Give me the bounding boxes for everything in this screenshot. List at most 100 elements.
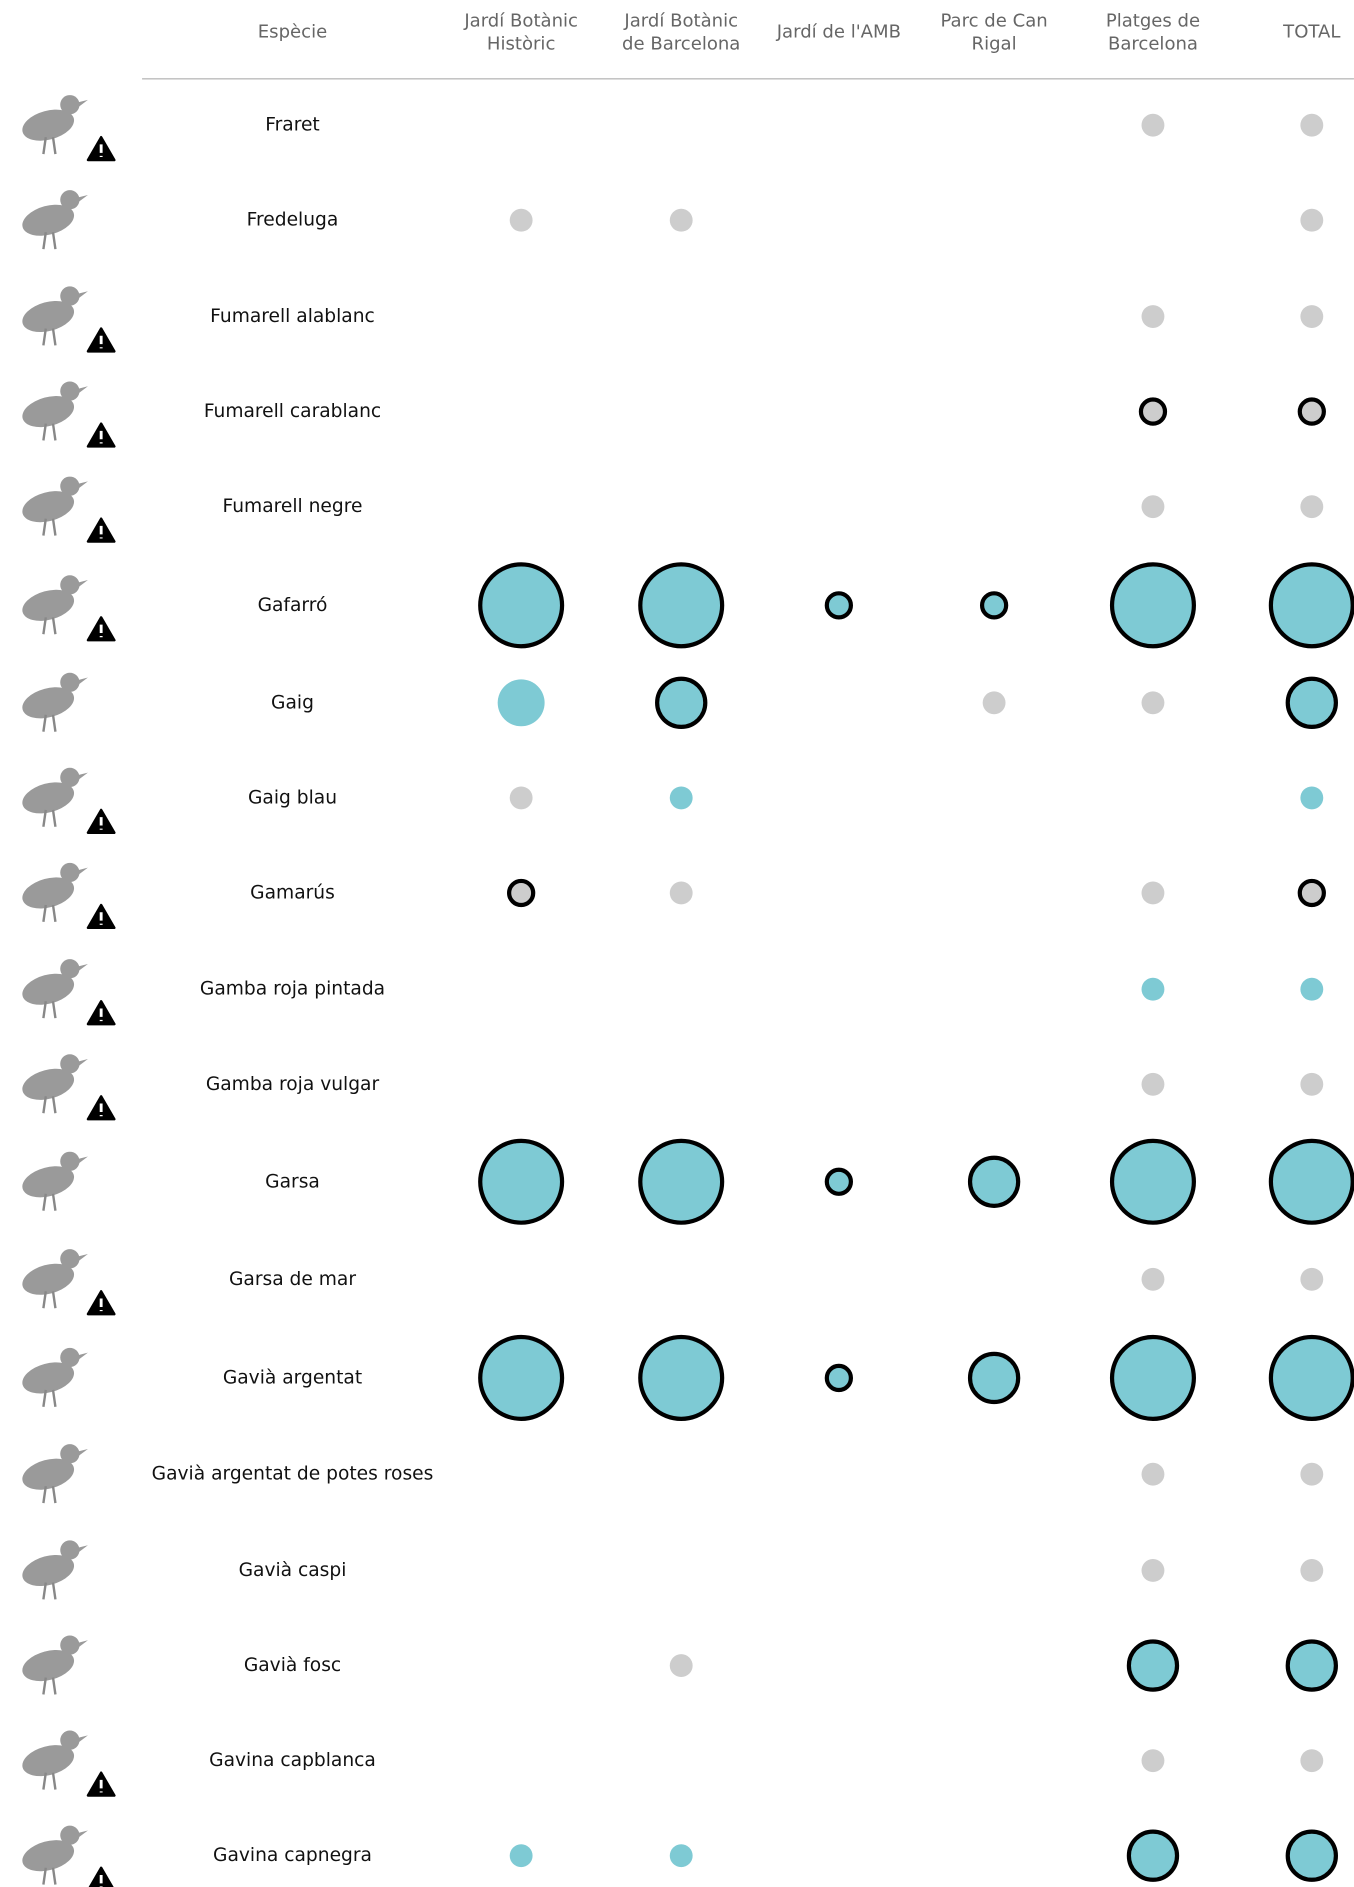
presence-dot bbox=[669, 786, 693, 810]
species-name: Garsa bbox=[265, 1171, 320, 1192]
warning-icon bbox=[86, 1095, 116, 1121]
bird-body bbox=[22, 204, 75, 236]
bird-body bbox=[22, 973, 75, 1005]
presence-dot bbox=[1300, 495, 1324, 519]
bird-beak bbox=[78, 1352, 88, 1360]
bird-head bbox=[60, 381, 80, 401]
warning-icon bbox=[86, 1771, 116, 1797]
presence-dot bbox=[669, 1844, 693, 1868]
presence-dot bbox=[967, 1155, 1021, 1208]
column-header: de Barcelona bbox=[622, 34, 740, 55]
bird-legs bbox=[42, 1096, 57, 1114]
warning-icon bbox=[86, 808, 116, 834]
bird-head bbox=[60, 1249, 80, 1269]
species-name: Gamba roja pintada bbox=[200, 979, 385, 1000]
bird-head bbox=[60, 1347, 80, 1368]
species-name: Fumarell carablanc bbox=[204, 401, 381, 422]
presence-dot bbox=[1141, 881, 1165, 905]
presence-dot bbox=[1268, 1334, 1354, 1421]
presence-dot bbox=[478, 1138, 565, 1225]
column-header: Parc de Can bbox=[940, 11, 1047, 32]
warning-icon bbox=[86, 903, 116, 930]
bird-image bbox=[22, 1635, 88, 1695]
presence-dot bbox=[638, 1334, 725, 1421]
presence-dot bbox=[1141, 305, 1165, 328]
bird-head bbox=[60, 1635, 80, 1655]
column-header: TOTAL bbox=[1282, 21, 1340, 42]
bird-body bbox=[22, 300, 75, 333]
bird-legs bbox=[42, 617, 57, 635]
presence-dot bbox=[509, 786, 533, 810]
bird-beak bbox=[78, 677, 88, 685]
presence-dot bbox=[478, 562, 565, 649]
column-header: Barcelona bbox=[1108, 34, 1198, 55]
warning-icon bbox=[86, 616, 116, 642]
presence-dot bbox=[1300, 1072, 1324, 1096]
bird-legs bbox=[42, 1582, 57, 1600]
bird-body bbox=[22, 1068, 75, 1100]
bird-legs bbox=[42, 137, 57, 155]
bird-beak bbox=[78, 772, 88, 780]
bird-beak bbox=[78, 386, 88, 394]
presence-dot bbox=[1300, 208, 1324, 232]
bird-head bbox=[60, 575, 80, 595]
presence-dot bbox=[967, 1351, 1021, 1405]
bird-body bbox=[22, 1554, 75, 1587]
presence-dot bbox=[1126, 1639, 1180, 1692]
bird-legs bbox=[42, 1772, 57, 1790]
presence-dot bbox=[1300, 1749, 1324, 1773]
presence-dot bbox=[1141, 1749, 1165, 1773]
bird-body bbox=[22, 396, 75, 428]
presence-dot bbox=[982, 691, 1006, 715]
warning-icon bbox=[86, 327, 116, 353]
bird-image bbox=[22, 959, 88, 1019]
column-header: Jardí Botànic bbox=[463, 11, 578, 32]
bird-beak bbox=[78, 1448, 88, 1457]
bird-head bbox=[60, 190, 80, 210]
bird-beak bbox=[78, 867, 88, 875]
bird-legs bbox=[42, 1677, 57, 1695]
bird-image bbox=[22, 1444, 88, 1504]
presence-dot bbox=[1109, 1138, 1196, 1225]
presence-dot bbox=[507, 878, 536, 908]
bird-legs bbox=[42, 1193, 57, 1211]
species-name: Gafarró bbox=[258, 595, 328, 616]
bird-body bbox=[22, 687, 75, 719]
bird-head bbox=[60, 476, 80, 496]
bird-legs bbox=[42, 518, 57, 536]
presence-dot bbox=[1297, 397, 1326, 426]
presence-dot bbox=[1141, 977, 1165, 1001]
bird-legs bbox=[42, 904, 57, 923]
bird-image bbox=[22, 1249, 88, 1309]
presence-dot bbox=[1300, 786, 1324, 810]
species-name: Gavià argentat bbox=[223, 1367, 362, 1388]
presence-dot bbox=[1300, 113, 1324, 137]
presence-dot bbox=[509, 1844, 533, 1868]
bird-beak bbox=[78, 1545, 88, 1553]
presence-dot bbox=[1300, 1267, 1324, 1291]
bird-legs bbox=[42, 232, 57, 250]
presence-dot bbox=[1300, 977, 1324, 1001]
warning-icon bbox=[88, 1866, 114, 1887]
bird-head bbox=[60, 767, 80, 788]
bird-body bbox=[22, 491, 75, 523]
bird-body bbox=[22, 877, 75, 909]
bird-image bbox=[22, 1151, 88, 1211]
bird-head bbox=[60, 1730, 80, 1750]
species-name: Gavià caspi bbox=[239, 1560, 347, 1581]
presence-dot bbox=[1268, 1138, 1354, 1225]
bird-image bbox=[22, 190, 88, 250]
bird-legs bbox=[42, 328, 57, 346]
species-name: Gamarús bbox=[250, 882, 335, 903]
bird-body bbox=[22, 1263, 75, 1295]
bird-body bbox=[22, 109, 75, 141]
presence-dot bbox=[638, 562, 725, 649]
bird-head bbox=[60, 1540, 80, 1560]
species-name: Fraret bbox=[265, 115, 319, 136]
presence-dot bbox=[669, 881, 693, 905]
species-name: Gavina capnegra bbox=[213, 1845, 372, 1866]
bird-image bbox=[22, 672, 88, 732]
presence-dot bbox=[1300, 1559, 1324, 1582]
bird-head bbox=[60, 1054, 80, 1074]
species-name: Fumarell negre bbox=[223, 496, 363, 517]
